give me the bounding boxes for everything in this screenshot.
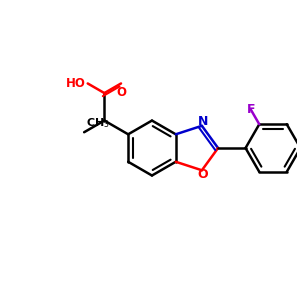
- Text: O: O: [116, 86, 126, 99]
- Text: HO: HO: [66, 77, 86, 90]
- Text: N: N: [198, 116, 208, 128]
- Text: F: F: [247, 103, 255, 116]
- Text: O: O: [198, 168, 208, 181]
- Text: CH$_3$: CH$_3$: [86, 116, 110, 130]
